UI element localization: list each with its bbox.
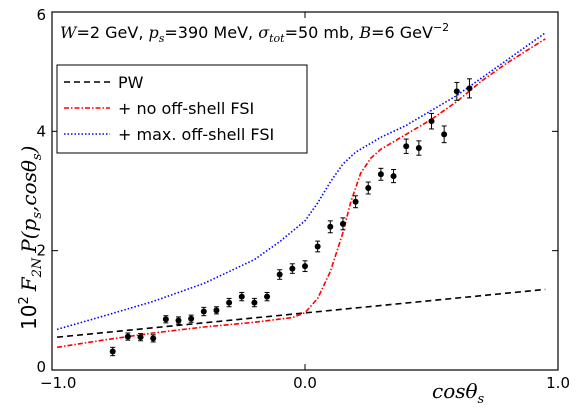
legend-label-max-offshell: + max. off-shell FSI: [118, 125, 274, 144]
data-point: [352, 198, 359, 205]
data-point: [188, 315, 195, 322]
data-point: [327, 223, 334, 230]
data-point: [441, 131, 448, 138]
parameter-annotation: W=2 GeV, ps=390 MeV, σtot=50 mb, B=6 GeV…: [60, 21, 449, 45]
legend-box: [56, 64, 308, 154]
x-tick-label: −1.0: [40, 374, 76, 392]
data-point: [339, 220, 346, 227]
data-point: [466, 85, 473, 92]
data-point: [377, 171, 384, 178]
data-point: [289, 265, 296, 272]
legend-label-pw: PW: [118, 73, 144, 92]
y-tick-label: 6: [36, 6, 46, 24]
data-point: [428, 118, 435, 125]
data-point: [226, 299, 233, 306]
data-point: [365, 185, 372, 192]
y-tick-label: 0: [36, 358, 46, 376]
data-point: [302, 263, 308, 270]
x-tick-label: 1.0: [546, 374, 570, 392]
data-point: [150, 335, 157, 342]
data-point: [415, 145, 422, 152]
x-tick-label: 0.0: [293, 374, 317, 392]
legend: PW + no off-shell FSI + max. off-shell F…: [56, 64, 308, 154]
data-point: [390, 173, 397, 180]
data-point: [453, 88, 460, 95]
data-point: [200, 308, 207, 315]
x-axis-label: cosθs: [432, 379, 485, 407]
series-line-pw: [57, 288, 546, 338]
y-tick-label: 4: [36, 122, 46, 140]
data-point: [251, 299, 258, 306]
data-point: [109, 348, 116, 355]
data-point: [162, 316, 169, 323]
series-line-max-offshell: [56, 32, 546, 331]
data-point: [238, 293, 245, 300]
data-point: [213, 307, 220, 314]
data-point: [264, 293, 271, 300]
y-axis-label: 102F2NP(ps,cosθs): [17, 146, 45, 330]
series-line-no-offshell: [56, 38, 546, 349]
data-point: [175, 317, 182, 324]
data-point: [137, 334, 144, 341]
legend-label-no-offshell: + no off-shell FSI: [118, 99, 254, 118]
data-point: [276, 271, 283, 278]
data-point: [124, 333, 131, 340]
data-point: [314, 243, 321, 250]
data-point: [403, 143, 410, 150]
y-tick-label: 2: [36, 242, 46, 260]
